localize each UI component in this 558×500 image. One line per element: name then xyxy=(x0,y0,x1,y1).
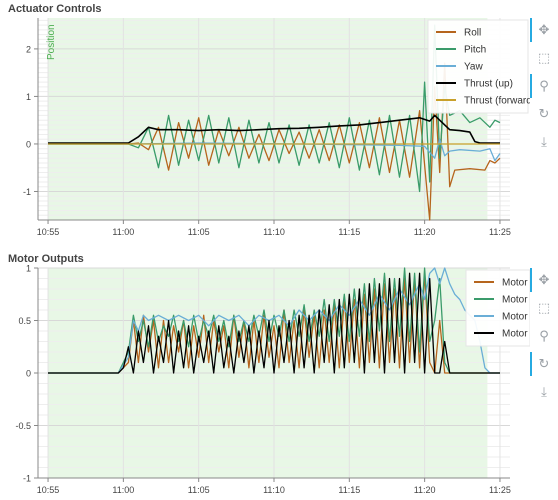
legend-label: Motor 2 xyxy=(502,295,530,306)
wheel-zoom-icon[interactable]: ⚲ xyxy=(539,328,549,344)
x-tick-label: 10:55 xyxy=(37,485,60,495)
legend-label: Thrust (up) xyxy=(464,79,513,90)
y-tick-label: 0.5 xyxy=(18,316,31,326)
x-tick-label: 11:05 xyxy=(188,227,210,237)
reset-icon[interactable]: ↻ xyxy=(530,352,556,376)
motor-outputs-chart: -1 -0.5 0 0.5 1 10:55 11:00 11:05 11:10 11:15 11:2… xyxy=(15,264,530,495)
save-icon[interactable]: ⤓ xyxy=(541,134,547,150)
mode-annotation: Position xyxy=(46,24,57,60)
series-line-motor-2 xyxy=(48,267,500,374)
y-tick-label: 0 xyxy=(26,369,31,379)
pan-icon[interactable]: ✥ xyxy=(530,18,556,42)
y-tick-label: 0 xyxy=(26,139,31,149)
x-tick-label: 11:00 xyxy=(112,227,134,237)
x-tick-label: 11:05 xyxy=(188,485,210,495)
y-tick-label: 1 xyxy=(26,92,31,102)
chart-toolbar: ✥ ⬚ ⚲ ↻ ⤓ xyxy=(530,268,558,408)
chart-title: Motor Outputs xyxy=(8,253,84,265)
x-tick-label: 11:20 xyxy=(414,227,436,237)
x-tick-label: 11:20 xyxy=(414,485,436,495)
legend-label: Motor 3 xyxy=(502,312,530,323)
y-tick-label: 2 xyxy=(26,44,31,54)
legend-label: Pitch xyxy=(464,45,486,56)
x-tick-label: 11:15 xyxy=(338,485,360,495)
actuator-controls-chart: -1 0 1 2 10:55 11:00 11:05 11:10 11:15 11:20 11:25… xyxy=(23,18,530,237)
chart-title: Actuator Controls xyxy=(8,3,102,15)
y-tick-label: -1 xyxy=(23,187,31,197)
series-line-thrust-up- xyxy=(48,114,500,144)
actuator-controls-panel: -1 0 1 2 10:55 11:00 11:05 11:10 11:15 11:20 11:25… xyxy=(8,3,558,237)
wheel-zoom-icon[interactable]: ⚲ xyxy=(530,74,556,98)
legend-label: Roll xyxy=(464,28,481,39)
chart-toolbar: ✥ ⬚ ⚲ ↻ ⤓ xyxy=(530,18,558,158)
pan-icon[interactable]: ✥ xyxy=(530,268,556,292)
y-tick-label: -0.5 xyxy=(15,421,31,431)
legend: Motor 1 Motor 2 Motor 3 Motor 4 xyxy=(465,269,530,347)
x-tick-label: 11:25 xyxy=(489,485,511,495)
y-tick-label: -1 xyxy=(23,474,31,484)
x-tick-label: 11:00 xyxy=(112,485,134,495)
y-tick-label: 1 xyxy=(26,264,31,274)
save-icon[interactable]: ⤓ xyxy=(541,384,547,400)
x-tick-label: 11:25 xyxy=(489,227,511,237)
series-line-motor-4 xyxy=(48,272,500,374)
legend-label: Yaw xyxy=(464,62,483,73)
x-tick-label: 10:55 xyxy=(37,227,60,237)
legend: Roll Pitch Yaw Thrust (up) Thrust (forward) xyxy=(427,19,530,114)
series-line-yaw xyxy=(48,138,501,162)
reset-icon[interactable]: ↻ xyxy=(538,106,550,122)
legend-label: Motor 1 xyxy=(502,278,530,289)
x-tick-label: 11:10 xyxy=(263,227,285,237)
legend-label: Motor 4 xyxy=(502,329,530,340)
legend-label: Thrust (forward) xyxy=(464,96,530,107)
box-zoom-icon[interactable]: ⬚ xyxy=(537,300,551,316)
motor-outputs-panel: -1 -0.5 0 0.5 1 10:55 11:00 11:05 11:10 11:15 11:2… xyxy=(0,250,558,500)
x-tick-label: 11:15 xyxy=(338,227,360,237)
box-zoom-icon[interactable]: ⬚ xyxy=(537,50,551,66)
x-tick-label: 11:10 xyxy=(263,485,285,495)
